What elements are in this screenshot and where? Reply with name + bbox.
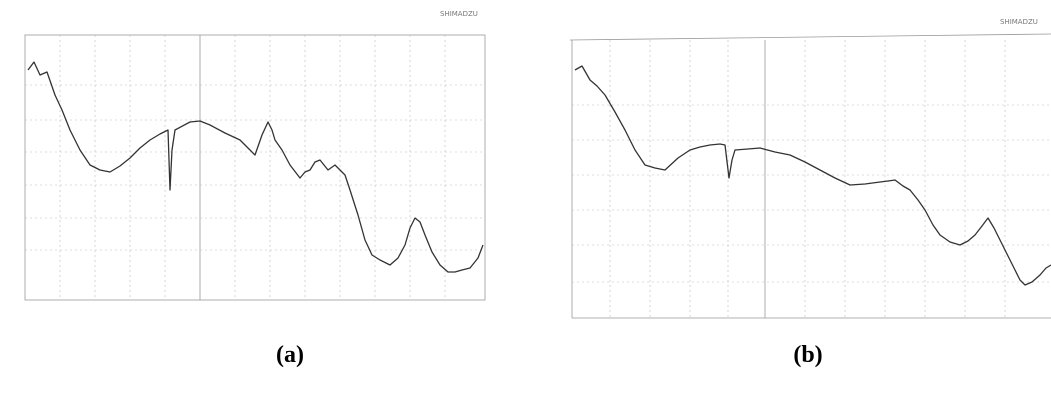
instrument-logo: SHIMADZU xyxy=(440,10,478,18)
spectrum-panel-a: SHIMADZU xyxy=(24,10,486,301)
spectrum-curve xyxy=(574,65,1051,286)
plot-frame xyxy=(24,34,486,301)
spectrum-panel-b: SHIMADZU xyxy=(569,18,1051,319)
instrument-logo: SHIMADZU xyxy=(1000,18,1038,26)
panel-label: (b) xyxy=(793,342,822,368)
spectrum-curve xyxy=(27,61,484,273)
grid xyxy=(25,35,485,300)
panel-label: (a) xyxy=(276,342,304,368)
grid xyxy=(572,40,1051,318)
